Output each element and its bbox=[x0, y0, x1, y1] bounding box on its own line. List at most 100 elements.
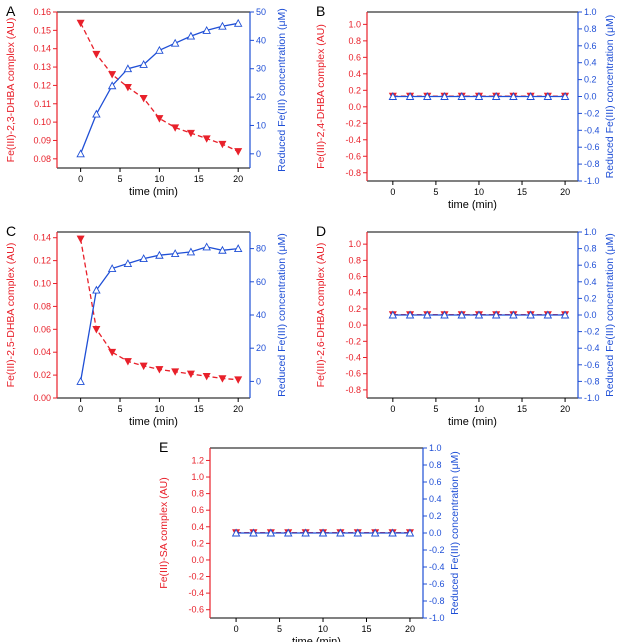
y-right-tick-label: 40 bbox=[256, 310, 266, 320]
reduced-fe-data-point bbox=[491, 310, 501, 319]
y-left-axis-label: Fe(III)-2,4-DHBA complex (AU) bbox=[315, 24, 327, 169]
y-left-tick-label: 0.4 bbox=[348, 69, 361, 79]
y-left-tick-label: -0.4 bbox=[188, 588, 204, 598]
reduced-fe-data-point bbox=[388, 310, 398, 319]
y-left-tick-label: 0.8 bbox=[348, 255, 361, 265]
y-right-tick-label: 0.8 bbox=[429, 460, 442, 470]
y-right-axis-label: Reduced Fe(III) concentration (μM) bbox=[276, 233, 288, 397]
y-left-tick-label: 0.4 bbox=[191, 522, 204, 532]
complex-data-point bbox=[92, 326, 101, 334]
y-left-tick-label: 0.16 bbox=[33, 7, 51, 17]
x-tick-label: 0 bbox=[78, 404, 83, 414]
x-tick-label: 15 bbox=[361, 624, 371, 634]
y-left-tick-label: -0.6 bbox=[345, 369, 361, 379]
y-left-tick-label: -0.2 bbox=[345, 118, 361, 128]
y-left-tick-label: 0.12 bbox=[33, 256, 51, 266]
y-left-tick-label: 0.8 bbox=[191, 489, 204, 499]
y-right-tick-label: 40 bbox=[256, 35, 266, 45]
complex-data-point bbox=[123, 358, 132, 366]
y-right-tick-label: -0.4 bbox=[429, 562, 445, 572]
reduced-fe-series-line bbox=[79, 22, 239, 155]
y-right-tick-label: 0.6 bbox=[584, 260, 597, 270]
y-right-tick-label: -0.2 bbox=[584, 108, 600, 118]
reduced-fe-data-point bbox=[123, 64, 133, 73]
y-left-tick-label: 0.4 bbox=[348, 288, 361, 298]
y-right-tick-label: 20 bbox=[256, 343, 266, 353]
reduced-fe-data-point bbox=[491, 92, 501, 100]
reduced-fe-data-point bbox=[202, 25, 211, 34]
x-tick-label: 20 bbox=[233, 404, 243, 414]
reduced-fe-data-point bbox=[76, 376, 85, 385]
y-right-tick-label: 0 bbox=[256, 149, 261, 159]
panel-d: 0 5 10 15 20 time (min) -0.8 -0.6 -0.4 -0.2 0.0 0.2… bbox=[315, 223, 616, 428]
y-right-tick-label: -0.6 bbox=[584, 142, 600, 152]
y-right-tick-label: 0.0 bbox=[584, 310, 597, 320]
y-right-tick-label: 10 bbox=[256, 120, 266, 130]
x-tick-label: 15 bbox=[194, 404, 204, 414]
complex-data-point bbox=[76, 19, 85, 28]
x-axis-label: time (min) bbox=[129, 416, 178, 428]
reduced-fe-data-point bbox=[336, 528, 345, 537]
reduced-fe-data-point bbox=[186, 31, 196, 40]
reduced-fe-data-point bbox=[139, 60, 148, 68]
reduced-fe-data-point bbox=[202, 242, 211, 251]
reduced-fe-data-point bbox=[139, 254, 148, 263]
x-tick-label: 10 bbox=[318, 624, 328, 634]
y-right-tick-label: 0.2 bbox=[584, 75, 597, 85]
panel-letter: C bbox=[6, 223, 16, 239]
complex-series-line bbox=[80, 22, 239, 153]
y-right-tick-label: 0 bbox=[256, 376, 261, 386]
y-left-axis-label: Fe(III)-SA complex (AU) bbox=[158, 477, 170, 588]
complex-data-point bbox=[139, 362, 148, 371]
reduced-fe-data-point bbox=[509, 92, 518, 100]
y-left-tick-label: 0.08 bbox=[33, 301, 51, 311]
panel-e: 0 5 10 15 20 time (min) -0.6 -0.4 -0.2 0.0 0.2 0.4 0… bbox=[158, 439, 461, 642]
reduced-fe-data-point bbox=[249, 528, 258, 537]
y-right-tick-label: -0.2 bbox=[584, 327, 600, 337]
complex-data-point bbox=[108, 348, 117, 357]
reduced-fe-data-point bbox=[155, 250, 164, 259]
x-tick-label: 5 bbox=[433, 404, 438, 414]
y-right-tick-label: 0.0 bbox=[429, 528, 442, 538]
y-left-tick-label: 0.10 bbox=[33, 279, 51, 289]
reduced-fe-data-point bbox=[92, 109, 101, 118]
complex-data-point bbox=[155, 115, 164, 123]
complex-data-point bbox=[186, 129, 195, 138]
reduced-fe-data-point bbox=[233, 244, 243, 253]
y-right-tick-label: 0.4 bbox=[584, 277, 597, 287]
y-left-tick-label: -0.4 bbox=[345, 353, 361, 363]
reduced-fe-data-point bbox=[301, 528, 310, 537]
reduced-fe-data-point bbox=[440, 92, 449, 100]
complex-data-point bbox=[218, 140, 227, 149]
reduced-fe-data-point bbox=[543, 310, 553, 319]
y-right-tick-label: 60 bbox=[256, 277, 266, 287]
y-right-tick-label: 0.0 bbox=[584, 92, 597, 102]
y-left-tick-label: -0.2 bbox=[345, 336, 361, 346]
x-tick-label: 5 bbox=[433, 187, 438, 197]
x-axis-label: time (min) bbox=[448, 199, 497, 211]
y-left-tick-label: 0.09 bbox=[33, 135, 51, 145]
y-right-tick-label: 0.6 bbox=[429, 477, 442, 487]
reduced-fe-data-point bbox=[107, 81, 117, 90]
y-right-tick-label: 0.6 bbox=[584, 41, 597, 51]
complex-data-point bbox=[234, 376, 243, 384]
reduced-fe-data-point bbox=[509, 310, 518, 319]
y-left-tick-label: 0.00 bbox=[33, 393, 51, 403]
y-left-tick-label: 0.6 bbox=[348, 52, 361, 62]
reduced-fe-data-point bbox=[457, 310, 466, 319]
panel-letter: B bbox=[316, 3, 325, 19]
x-tick-label: 0 bbox=[234, 624, 239, 634]
x-tick-label: 10 bbox=[154, 404, 164, 414]
y-left-tick-label: 0.11 bbox=[34, 99, 51, 109]
x-tick-label: 10 bbox=[474, 404, 484, 414]
complex-data-point bbox=[171, 124, 180, 132]
y-left-tick-label: 0.12 bbox=[33, 80, 51, 90]
y-left-tick-label: -0.6 bbox=[188, 605, 204, 615]
y-right-tick-label: 0.8 bbox=[584, 244, 597, 254]
y-left-tick-label: 0.2 bbox=[191, 538, 204, 548]
y-left-tick-label: 0.06 bbox=[33, 324, 51, 334]
reduced-fe-data-point bbox=[423, 92, 432, 100]
y-left-tick-label: -0.2 bbox=[188, 572, 204, 582]
y-right-axis-label: Reduced Fe(III) concentration (μM) bbox=[449, 451, 461, 615]
